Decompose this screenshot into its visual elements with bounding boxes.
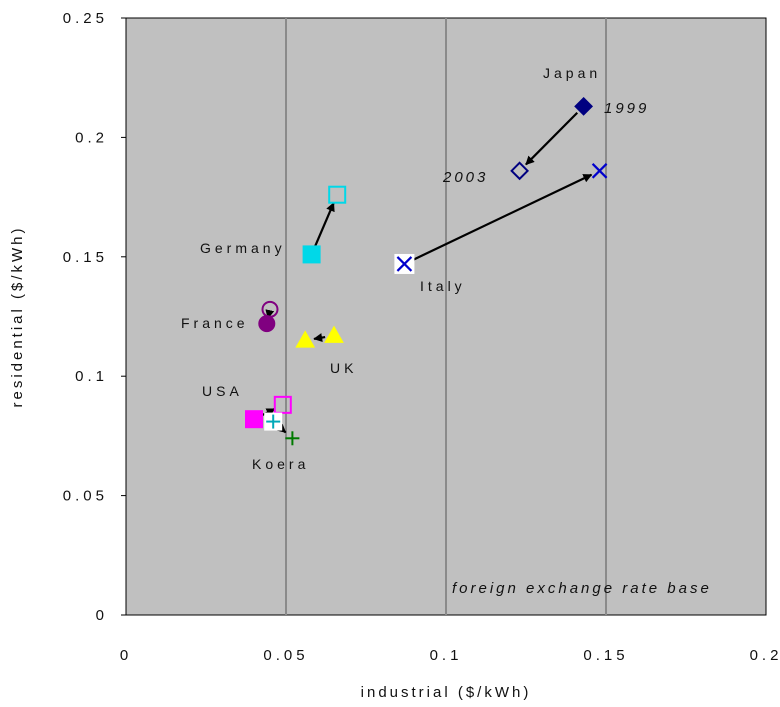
label-usa: USA <box>202 383 243 399</box>
koera-1999-marker <box>266 414 281 429</box>
label-koera: Koera <box>252 456 309 472</box>
arrow-italy <box>412 173 593 262</box>
data-markers <box>245 96 608 446</box>
x-tick-label: 0.1 <box>430 647 463 664</box>
y-axis-title: residential ($/kWh) <box>9 225 26 407</box>
france-1999-marker <box>258 315 276 333</box>
y-tick-label: 0.05 <box>63 488 108 505</box>
x-stroke <box>591 163 608 179</box>
italy-2003-marker <box>591 163 608 179</box>
x-tick-labels: 0 0.05 0.1 0.15 0.2 <box>120 647 780 664</box>
label-italy: Italy <box>420 278 466 294</box>
usa-2003-marker <box>273 395 292 414</box>
uk-2003-marker <box>295 330 316 348</box>
france-2003-marker <box>261 300 279 318</box>
y-tick-labels: 0 0.05 0.1 0.15 0.2 0.25 <box>63 10 126 624</box>
y-tick-label: 0 <box>96 607 108 624</box>
label-france: France <box>181 315 249 331</box>
koera-2003-marker <box>285 431 300 446</box>
x-tick-label: 0.2 <box>750 647 780 664</box>
usa-1999-marker <box>245 410 263 429</box>
x-tick-label: 0 <box>120 647 132 664</box>
japan-1999-marker <box>574 96 594 116</box>
label-germany: Germany <box>200 240 286 256</box>
uk-1999-marker <box>324 325 344 343</box>
country-labels: Japan Italy Germany France UK USA Koera 1999 200… <box>181 65 649 472</box>
exchange-rate-note: foreign exchange rate base <box>452 580 712 597</box>
label-uk: UK <box>330 360 357 376</box>
y-tick-label: 0.1 <box>75 368 108 385</box>
germany-2003-marker <box>328 185 347 204</box>
grid-lines <box>285 18 607 615</box>
x-tick-label: 0.15 <box>583 647 628 664</box>
italy-1999-marker <box>396 256 413 272</box>
x-axis-title: industrial ($/kWh) <box>361 684 532 701</box>
label-japan: Japan <box>543 65 601 81</box>
arrow-usa <box>261 407 276 417</box>
arrow-uk <box>313 333 326 343</box>
change-arrows <box>261 111 593 434</box>
x-tick-label: 0.05 <box>263 647 308 664</box>
y-tick-label: 0.25 <box>63 10 108 27</box>
arrow-germany <box>314 202 335 247</box>
x-stroke <box>396 256 413 272</box>
year-label-2003: 2003 <box>442 169 488 186</box>
arrow-japan <box>525 111 579 166</box>
japan-2003-marker <box>510 161 530 181</box>
year-label-1999: 1999 <box>604 100 649 117</box>
y-tick-label: 0.2 <box>75 129 108 146</box>
y-tick-label: 0.15 <box>63 249 108 266</box>
germany-1999-marker <box>302 245 321 264</box>
